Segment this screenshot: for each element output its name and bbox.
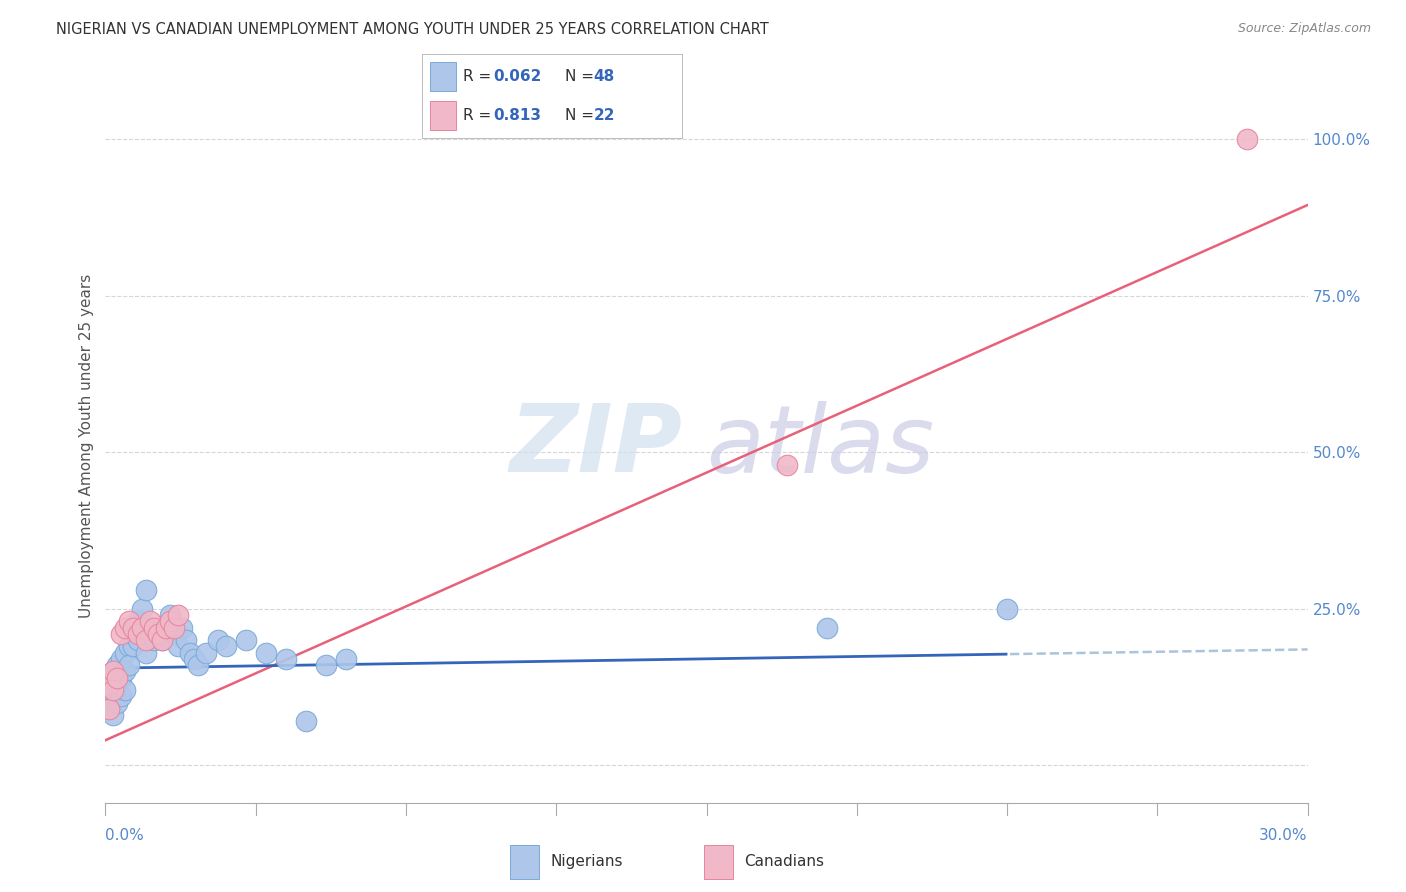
Point (254, 646, 277, 660)
Point (98, 677, 121, 691)
Point (194, 646, 217, 660)
Point (114, 683, 136, 698)
Point (135, 633, 157, 648)
Text: Source: ZipAtlas.com: Source: ZipAtlas.com (1237, 22, 1371, 36)
Text: 22: 22 (593, 108, 614, 123)
Point (155, 621, 177, 635)
Point (110, 627, 132, 641)
Bar (510, 845, 538, 879)
Text: NIGERIAN VS CANADIAN UNEMPLOYMENT AMONG YOUTH UNDER 25 YEARS CORRELATION CHART: NIGERIAN VS CANADIAN UNEMPLOYMENT AMONG … (56, 22, 769, 37)
Point (162, 621, 184, 635)
Text: N =: N = (565, 108, 599, 123)
Point (110, 652, 132, 666)
Point (135, 646, 157, 660)
Point (98, 702, 121, 716)
Point (107, 671, 129, 685)
Point (174, 633, 197, 648)
Point (150, 633, 173, 648)
Text: 0.0%: 0.0% (105, 828, 145, 843)
Text: N =: N = (565, 69, 599, 84)
Text: atlas: atlas (707, 401, 935, 491)
Text: Canadians: Canadians (744, 855, 824, 869)
Point (114, 621, 136, 635)
Point (170, 621, 193, 635)
Point (118, 640, 141, 654)
Point (995, 601, 1018, 615)
Point (103, 665, 125, 679)
Point (183, 652, 205, 666)
Bar (430, 101, 456, 130)
Point (150, 633, 173, 648)
Point (103, 683, 125, 698)
Point (114, 646, 136, 660)
Point (98, 690, 121, 704)
Point (135, 582, 157, 597)
Point (187, 658, 209, 673)
Point (295, 714, 318, 729)
Point (138, 614, 160, 628)
Bar (703, 845, 733, 879)
Point (315, 658, 337, 673)
Point (110, 671, 132, 685)
Point (98, 671, 121, 685)
Point (179, 646, 201, 660)
Text: R =: R = (464, 69, 496, 84)
Point (107, 677, 129, 691)
Point (776, 458, 799, 472)
Point (122, 621, 145, 635)
Point (103, 665, 125, 679)
Point (155, 621, 177, 635)
Point (166, 607, 188, 622)
Point (138, 621, 160, 635)
Point (142, 633, 165, 648)
Point (159, 614, 181, 628)
Text: 30.0%: 30.0% (1260, 828, 1308, 843)
Point (142, 621, 165, 635)
Point (127, 633, 149, 648)
Point (815, 621, 838, 635)
Point (110, 690, 132, 704)
Text: R =: R = (464, 108, 496, 123)
Text: ZIP: ZIP (509, 400, 682, 492)
Point (214, 640, 236, 654)
Point (1236, 132, 1258, 146)
Bar (430, 62, 456, 91)
Point (103, 708, 125, 723)
Point (146, 627, 169, 641)
Point (98, 702, 121, 716)
Point (274, 652, 297, 666)
Point (107, 696, 129, 710)
Point (127, 614, 149, 628)
Point (118, 658, 141, 673)
Point (162, 627, 184, 641)
Point (207, 633, 229, 648)
Text: 48: 48 (593, 69, 614, 84)
Text: Nigerians: Nigerians (550, 855, 623, 869)
Text: 0.062: 0.062 (494, 69, 541, 84)
Point (146, 627, 169, 641)
Point (335, 652, 357, 666)
Point (107, 658, 129, 673)
Point (122, 621, 145, 635)
Point (118, 614, 141, 628)
Point (166, 640, 188, 654)
Point (159, 607, 181, 622)
Text: 0.813: 0.813 (494, 108, 541, 123)
Y-axis label: Unemployment Among Youth under 25 years: Unemployment Among Youth under 25 years (79, 274, 94, 618)
Point (235, 633, 257, 648)
Point (127, 627, 149, 641)
Point (114, 665, 136, 679)
Point (131, 621, 153, 635)
Point (103, 683, 125, 698)
Point (122, 640, 145, 654)
Point (131, 601, 153, 615)
